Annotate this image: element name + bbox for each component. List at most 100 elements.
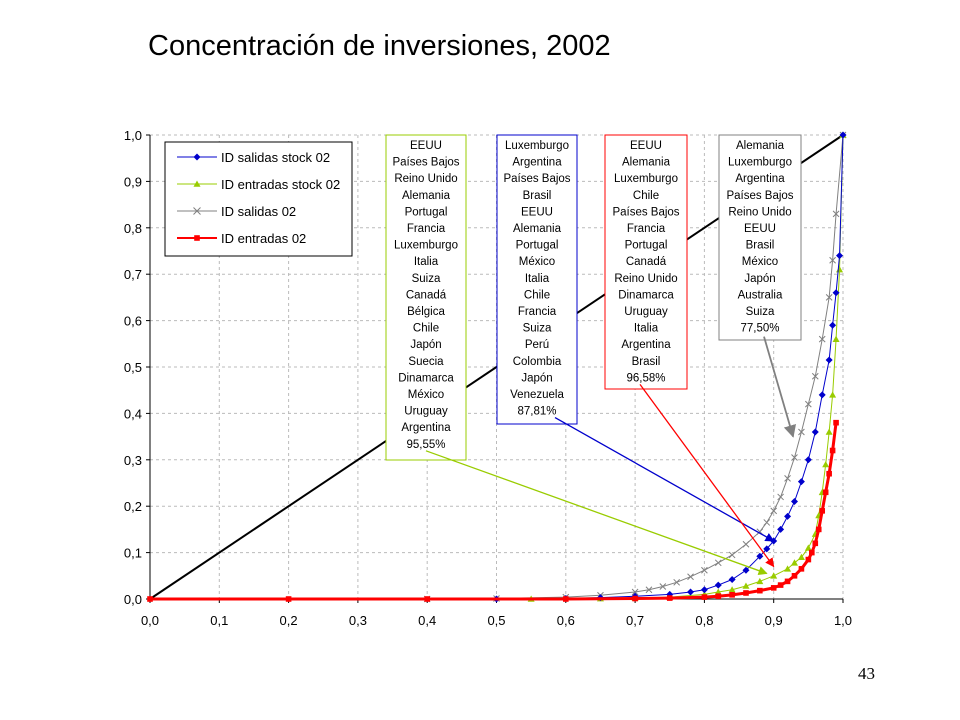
x-tick-label: 0,0	[141, 613, 159, 628]
country-label: Brasil	[523, 190, 552, 202]
y-tick-label: 1,0	[124, 128, 142, 143]
country-label: México	[742, 256, 778, 268]
country-label: Luxemburgo	[505, 140, 569, 152]
point-diamond	[839, 131, 847, 139]
point-square	[194, 235, 200, 241]
point-triangle	[836, 266, 844, 273]
country-label: Países Bajos	[612, 206, 679, 218]
point-x	[791, 454, 798, 461]
country-box-arrow	[554, 417, 775, 542]
x-tick-label: 1,0	[834, 613, 852, 628]
point-triangle	[784, 565, 792, 572]
country-label: Suiza	[523, 323, 552, 335]
country-label: Alemania	[736, 140, 785, 152]
x-tick-label: 0,5	[487, 613, 505, 628]
country-label: Colombia	[513, 356, 562, 368]
country-box-1: EEUU Países Bajos Reino Unido Alemania Portu…	[385, 134, 768, 575]
x-tick-label: 0,8	[695, 613, 713, 628]
country-label: México	[519, 256, 555, 268]
point-x	[763, 519, 771, 526]
point-diamond	[797, 478, 805, 486]
country-label: Brasil	[632, 356, 661, 368]
country-box-arrow	[763, 336, 796, 438]
point-x	[777, 493, 784, 501]
country-box-frame	[496, 134, 578, 425]
country-box-frame	[385, 134, 467, 461]
country-box-3: EEUU Alemania Luxemburgo Chile Países Bajos F…	[604, 134, 775, 568]
country-label: Chile	[633, 190, 659, 202]
y-tick-label: 0,4	[124, 406, 142, 421]
point-triangle	[742, 582, 750, 589]
country-label: Suiza	[412, 273, 441, 285]
country-label: Francia	[518, 306, 557, 318]
country-label: 96,58%	[626, 372, 665, 384]
x-tick-label: 0,9	[765, 613, 783, 628]
point-triangle	[829, 391, 837, 398]
point-diamond	[784, 512, 792, 520]
point-diamond	[763, 545, 771, 553]
country-label: Luxemburgo	[394, 240, 458, 252]
point-square	[285, 596, 292, 602]
country-label: Alemania	[402, 190, 451, 202]
point-diamond	[790, 498, 798, 506]
country-label: Suiza	[746, 306, 775, 318]
point-x	[631, 588, 639, 596]
country-label: EEUU	[744, 223, 776, 235]
point-diamond	[728, 576, 736, 584]
point-square	[701, 594, 708, 600]
point-square	[715, 593, 722, 600]
country-label: Luxemburgo	[728, 157, 792, 169]
country-label: Reino Unido	[728, 206, 791, 218]
country-label: Alemania	[622, 157, 671, 169]
y-tick-label: 0,5	[124, 360, 142, 375]
country-label: Canadá	[406, 289, 447, 301]
point-triangle	[832, 335, 840, 342]
y-tick-label: 0,8	[124, 221, 142, 236]
point-x	[818, 335, 826, 343]
point-square	[833, 419, 839, 426]
y-tick-label: 0,0	[124, 592, 142, 607]
country-label: Italia	[414, 256, 439, 268]
point-diamond	[829, 321, 837, 329]
point-diamond	[756, 552, 764, 560]
country-box-arrow	[425, 450, 768, 575]
point-square	[822, 489, 829, 496]
country-label: Canadá	[626, 256, 667, 268]
country-label: Reino Unido	[614, 273, 677, 285]
x-tick-label: 0,7	[626, 613, 644, 628]
point-triangle	[790, 559, 798, 566]
y-tick-label: 0,6	[124, 314, 142, 329]
point-diamond	[804, 456, 812, 464]
point-square	[729, 592, 735, 598]
point-x	[832, 210, 840, 218]
country-label: Argentina	[735, 173, 785, 185]
country-label: Australia	[738, 289, 783, 301]
point-x	[829, 256, 836, 264]
point-diamond	[836, 252, 844, 260]
country-label: Italia	[525, 273, 550, 285]
country-label: Uruguay	[404, 406, 448, 418]
point-square	[826, 470, 832, 477]
point-square	[563, 596, 569, 602]
point-square	[757, 587, 763, 594]
country-label: EEUU	[410, 140, 442, 152]
point-triangle	[822, 460, 830, 468]
country-label: Reino Unido	[394, 173, 457, 185]
point-x	[645, 586, 653, 594]
point-square	[809, 549, 815, 556]
point-diamond	[832, 289, 840, 297]
point-x	[687, 573, 694, 581]
legend: ID salidas stock 02 ID entradas stock 02 I…	[164, 141, 353, 257]
point-triangle	[756, 577, 764, 585]
country-label: Japón	[521, 372, 552, 384]
country-label: Dinamarca	[618, 289, 674, 301]
y-tick-label: 0,3	[124, 453, 142, 468]
y-tick-label: 0,2	[124, 499, 142, 514]
point-diamond	[700, 586, 708, 594]
point-triangle	[770, 572, 778, 579]
country-label: EEUU	[521, 206, 553, 218]
point-x	[659, 583, 667, 590]
country-label: Chile	[524, 289, 550, 301]
point-square	[424, 596, 430, 602]
point-x	[728, 551, 736, 559]
